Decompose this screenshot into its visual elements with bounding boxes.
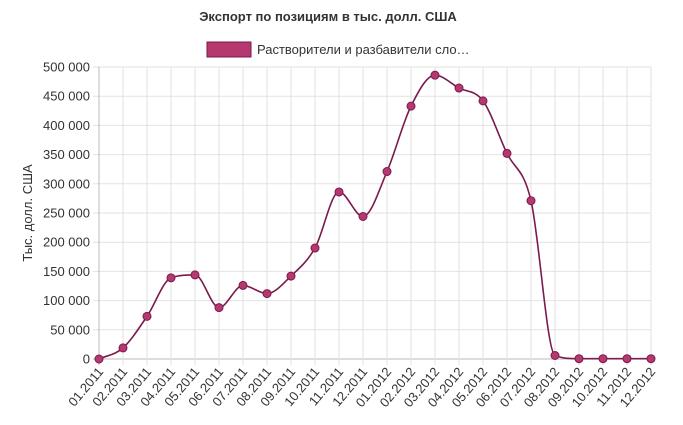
data-point[interactable] xyxy=(502,148,512,158)
data-point[interactable] xyxy=(406,101,416,111)
data-point[interactable] xyxy=(142,311,152,321)
series-line xyxy=(98,74,651,360)
data-point[interactable] xyxy=(334,187,344,197)
y-axis-ticks: 0 50 000 100 000 150 000 200 000 250 000 300 0… xyxy=(43,60,90,367)
data-point[interactable] xyxy=(214,303,224,313)
grid xyxy=(93,66,652,365)
data-point[interactable] xyxy=(166,273,176,283)
data-point[interactable] xyxy=(238,280,248,290)
data-point[interactable] xyxy=(526,196,536,206)
data-point[interactable] xyxy=(646,354,656,364)
data-point[interactable] xyxy=(478,96,488,106)
data-point[interactable] xyxy=(94,354,104,364)
y-tick-label: 300 000 xyxy=(43,176,90,191)
y-tick-label: 0 xyxy=(83,352,90,367)
legend[interactable]: Растворители и разбавители сло… xyxy=(206,41,470,58)
data-point[interactable] xyxy=(190,270,200,280)
data-point[interactable] xyxy=(310,243,320,253)
x-axis-ticks: 01.201102.201103.201104.201105.201106.20… xyxy=(65,364,658,410)
y-tick-label: 250 000 xyxy=(43,206,90,221)
data-point[interactable] xyxy=(262,289,272,299)
y-tick-label: 500 000 xyxy=(43,60,90,75)
chart-title: Экспорт по позициям в тыс. долл. США xyxy=(199,9,457,24)
y-axis-title: Тыс. долл. США xyxy=(20,164,35,262)
y-tick-label: 150 000 xyxy=(43,264,90,279)
data-point[interactable] xyxy=(550,350,560,360)
y-tick-label: 50 000 xyxy=(50,322,90,337)
data-point[interactable] xyxy=(622,354,632,364)
data-point[interactable] xyxy=(382,167,392,177)
data-point[interactable] xyxy=(430,70,440,80)
y-tick-label: 200 000 xyxy=(43,235,90,250)
series-layer xyxy=(98,74,651,360)
y-tick-label: 400 000 xyxy=(43,118,90,133)
y-tick-label: 350 000 xyxy=(43,147,90,162)
data-point[interactable] xyxy=(118,343,128,353)
data-point[interactable] xyxy=(574,354,584,364)
data-point[interactable] xyxy=(286,271,296,281)
data-point[interactable] xyxy=(358,212,368,222)
legend-swatch[interactable] xyxy=(206,41,252,58)
y-tick-label: 450 000 xyxy=(43,89,90,104)
data-point[interactable] xyxy=(598,354,608,364)
legend-label[interactable]: Растворители и разбавители сло… xyxy=(257,42,470,57)
y-tick-label: 100 000 xyxy=(43,293,90,308)
points-layer xyxy=(94,70,656,364)
data-point[interactable] xyxy=(454,83,464,93)
